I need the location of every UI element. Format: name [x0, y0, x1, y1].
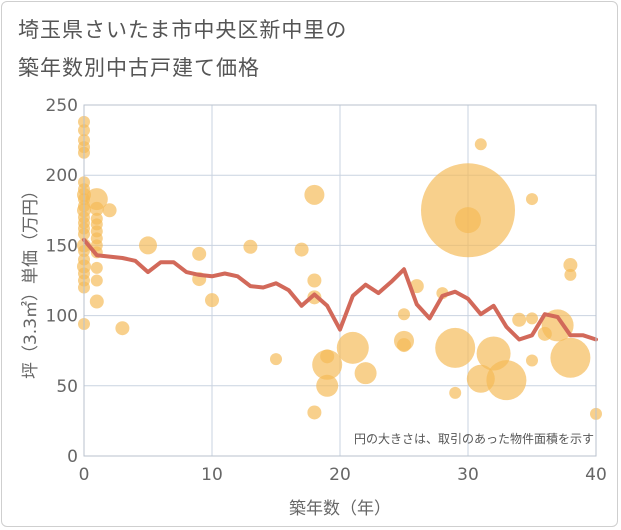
bubble-point: [243, 239, 258, 254]
bubble-point: [270, 353, 282, 366]
plot-border: [83, 104, 597, 457]
chart-title-line2: 築年数別中古戸建て価格: [18, 56, 260, 80]
x-tick-label: 30: [457, 465, 479, 485]
bubble-point: [102, 203, 117, 218]
x-axis-title: 築年数（年）: [289, 499, 391, 519]
bubble-point: [316, 374, 339, 397]
bubble-point: [476, 336, 511, 371]
bubble-point: [139, 236, 157, 255]
bubble-point: [537, 326, 552, 341]
bubble-point: [564, 268, 577, 281]
bubble-point: [115, 321, 130, 336]
bubble-point: [89, 294, 104, 309]
chart-title-line1: 埼玉県さいたま市中央区新中里の: [18, 18, 348, 42]
bubble-point: [90, 274, 103, 287]
y-tick-label: 50: [56, 377, 78, 397]
bubble-point: [304, 184, 325, 205]
trend-line: [82, 237, 598, 342]
bubble-size-note: 円の大きさは、取引のあった物件面積を示す: [354, 431, 594, 446]
bubble-point: [455, 207, 481, 234]
bubble-point: [89, 201, 104, 216]
bubble-point: [563, 258, 578, 273]
y-tick-label: 200: [46, 166, 78, 186]
bubble-point: [550, 337, 591, 378]
bubble-point: [398, 308, 410, 321]
bubble-point: [205, 293, 219, 308]
y-tick-label: 0: [67, 447, 78, 467]
bubble-point: [354, 362, 377, 385]
bubble-point: [192, 246, 207, 261]
bubble-point: [307, 290, 322, 305]
bubble-point: [307, 273, 322, 288]
y-axis-title: 坪（3.3㎡）単価（万円）: [21, 182, 41, 379]
y-axis-ticks: 0 50 100 150 200 250: [46, 96, 78, 467]
x-tick-label: 0: [79, 465, 90, 485]
y-tick-label: 250: [46, 96, 78, 116]
bubble-point: [435, 327, 476, 368]
bubble-point: [466, 364, 495, 393]
bubble-point: [90, 261, 103, 274]
x-tick-label: 40: [585, 465, 607, 485]
bubble-point: [449, 386, 462, 399]
x-axis-ticks: 0 10 20 30 40: [79, 465, 607, 485]
bubble-point: [526, 312, 538, 325]
bubble-point: [526, 193, 538, 206]
bubble-point: [294, 242, 309, 257]
x-tick-label: 10: [201, 465, 223, 485]
bubble-point: [312, 349, 343, 380]
bubble-point: [307, 405, 322, 420]
bubble-point: [336, 331, 369, 364]
bubble-series: [77, 115, 602, 420]
x-tick-label: 20: [329, 465, 351, 485]
bubble-point: [512, 312, 527, 327]
bubble-point: [526, 354, 538, 367]
y-tick-label: 150: [46, 236, 78, 256]
bubble-point: [320, 349, 335, 364]
bubble-point: [397, 338, 411, 353]
y-tick-label: 100: [46, 307, 78, 327]
bubble-point: [474, 138, 487, 151]
